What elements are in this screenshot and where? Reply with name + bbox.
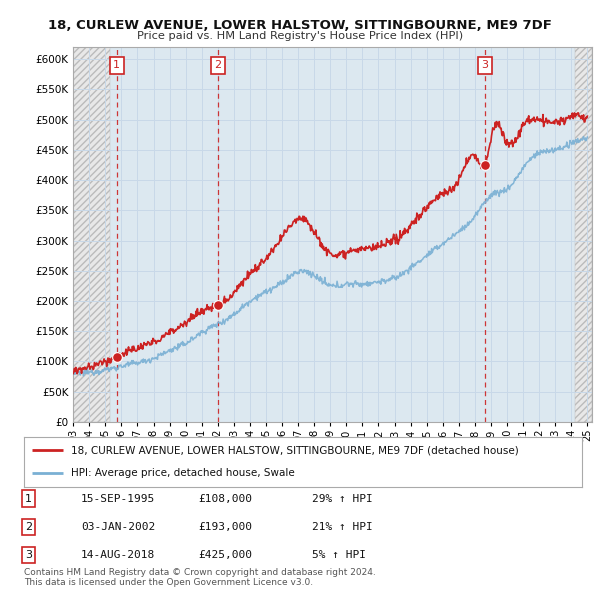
Text: 3: 3 [25,550,32,560]
Text: 18, CURLEW AVENUE, LOWER HALSTOW, SITTINGBOURNE, ME9 7DF (detached house): 18, CURLEW AVENUE, LOWER HALSTOW, SITTIN… [71,445,519,455]
Text: 1: 1 [25,494,32,503]
Text: 3: 3 [481,60,488,70]
Text: 2: 2 [25,522,32,532]
Text: 5% ↑ HPI: 5% ↑ HPI [312,550,366,560]
Text: 18, CURLEW AVENUE, LOWER HALSTOW, SITTINGBOURNE, ME9 7DF: 18, CURLEW AVENUE, LOWER HALSTOW, SITTIN… [48,19,552,32]
Polygon shape [73,47,110,422]
Text: Contains HM Land Registry data © Crown copyright and database right 2024.: Contains HM Land Registry data © Crown c… [24,568,376,577]
Text: £108,000: £108,000 [198,494,252,503]
Text: 29% ↑ HPI: 29% ↑ HPI [312,494,373,503]
Text: 2: 2 [214,60,221,70]
Text: 1: 1 [113,60,120,70]
Text: 14-AUG-2018: 14-AUG-2018 [81,550,155,560]
Text: 03-JAN-2002: 03-JAN-2002 [81,522,155,532]
Polygon shape [575,47,592,422]
Text: £425,000: £425,000 [198,550,252,560]
Text: £193,000: £193,000 [198,522,252,532]
Text: 21% ↑ HPI: 21% ↑ HPI [312,522,373,532]
Text: Price paid vs. HM Land Registry's House Price Index (HPI): Price paid vs. HM Land Registry's House … [137,31,463,41]
Text: This data is licensed under the Open Government Licence v3.0.: This data is licensed under the Open Gov… [24,578,313,587]
Text: 15-SEP-1995: 15-SEP-1995 [81,494,155,503]
Text: HPI: Average price, detached house, Swale: HPI: Average price, detached house, Swal… [71,468,295,478]
